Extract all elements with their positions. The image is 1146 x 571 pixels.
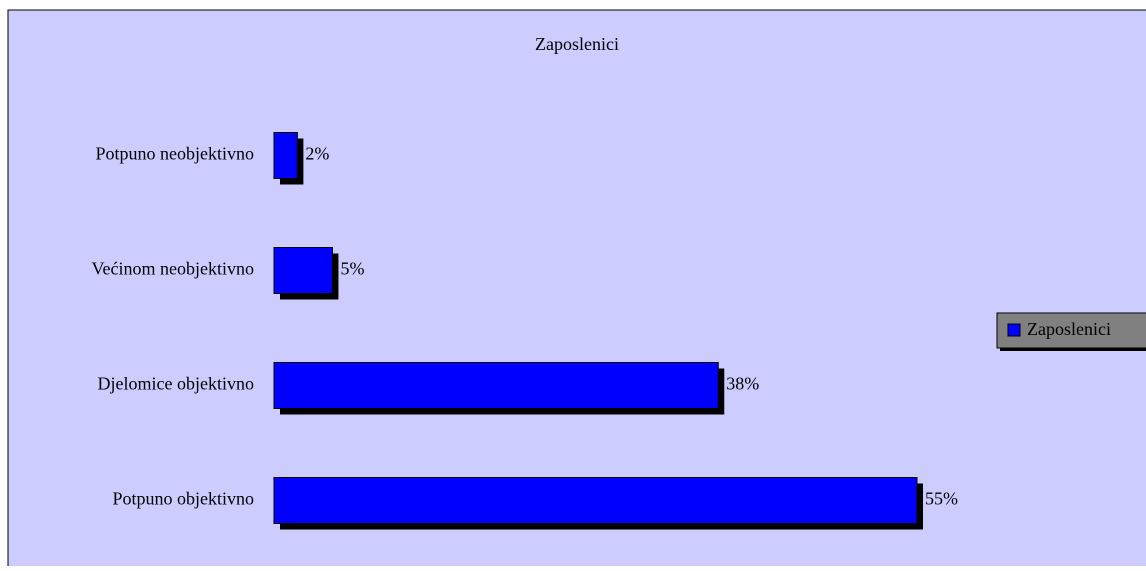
bar: [273, 247, 333, 294]
bar: [273, 477, 918, 524]
y-tick-label: Djelomice objektivno: [98, 374, 254, 394]
value-label: 2%: [305, 144, 329, 164]
bar: [273, 132, 298, 179]
legend-label: Zaposlenici: [1027, 319, 1111, 339]
chart-title: Zaposlenici: [535, 34, 619, 54]
y-tick-label: Većinom neobjektivno: [92, 259, 254, 279]
legend-swatch: [1007, 323, 1021, 337]
y-tick-label: Potpuno objektivno: [112, 489, 254, 509]
legend-box: [996, 312, 1146, 349]
value-label: 38%: [726, 374, 759, 394]
value-label: 5%: [340, 259, 364, 279]
bar: [273, 362, 719, 409]
value-label: 55%: [925, 489, 958, 509]
y-tick-label: Potpuno neobjektivno: [96, 144, 255, 164]
